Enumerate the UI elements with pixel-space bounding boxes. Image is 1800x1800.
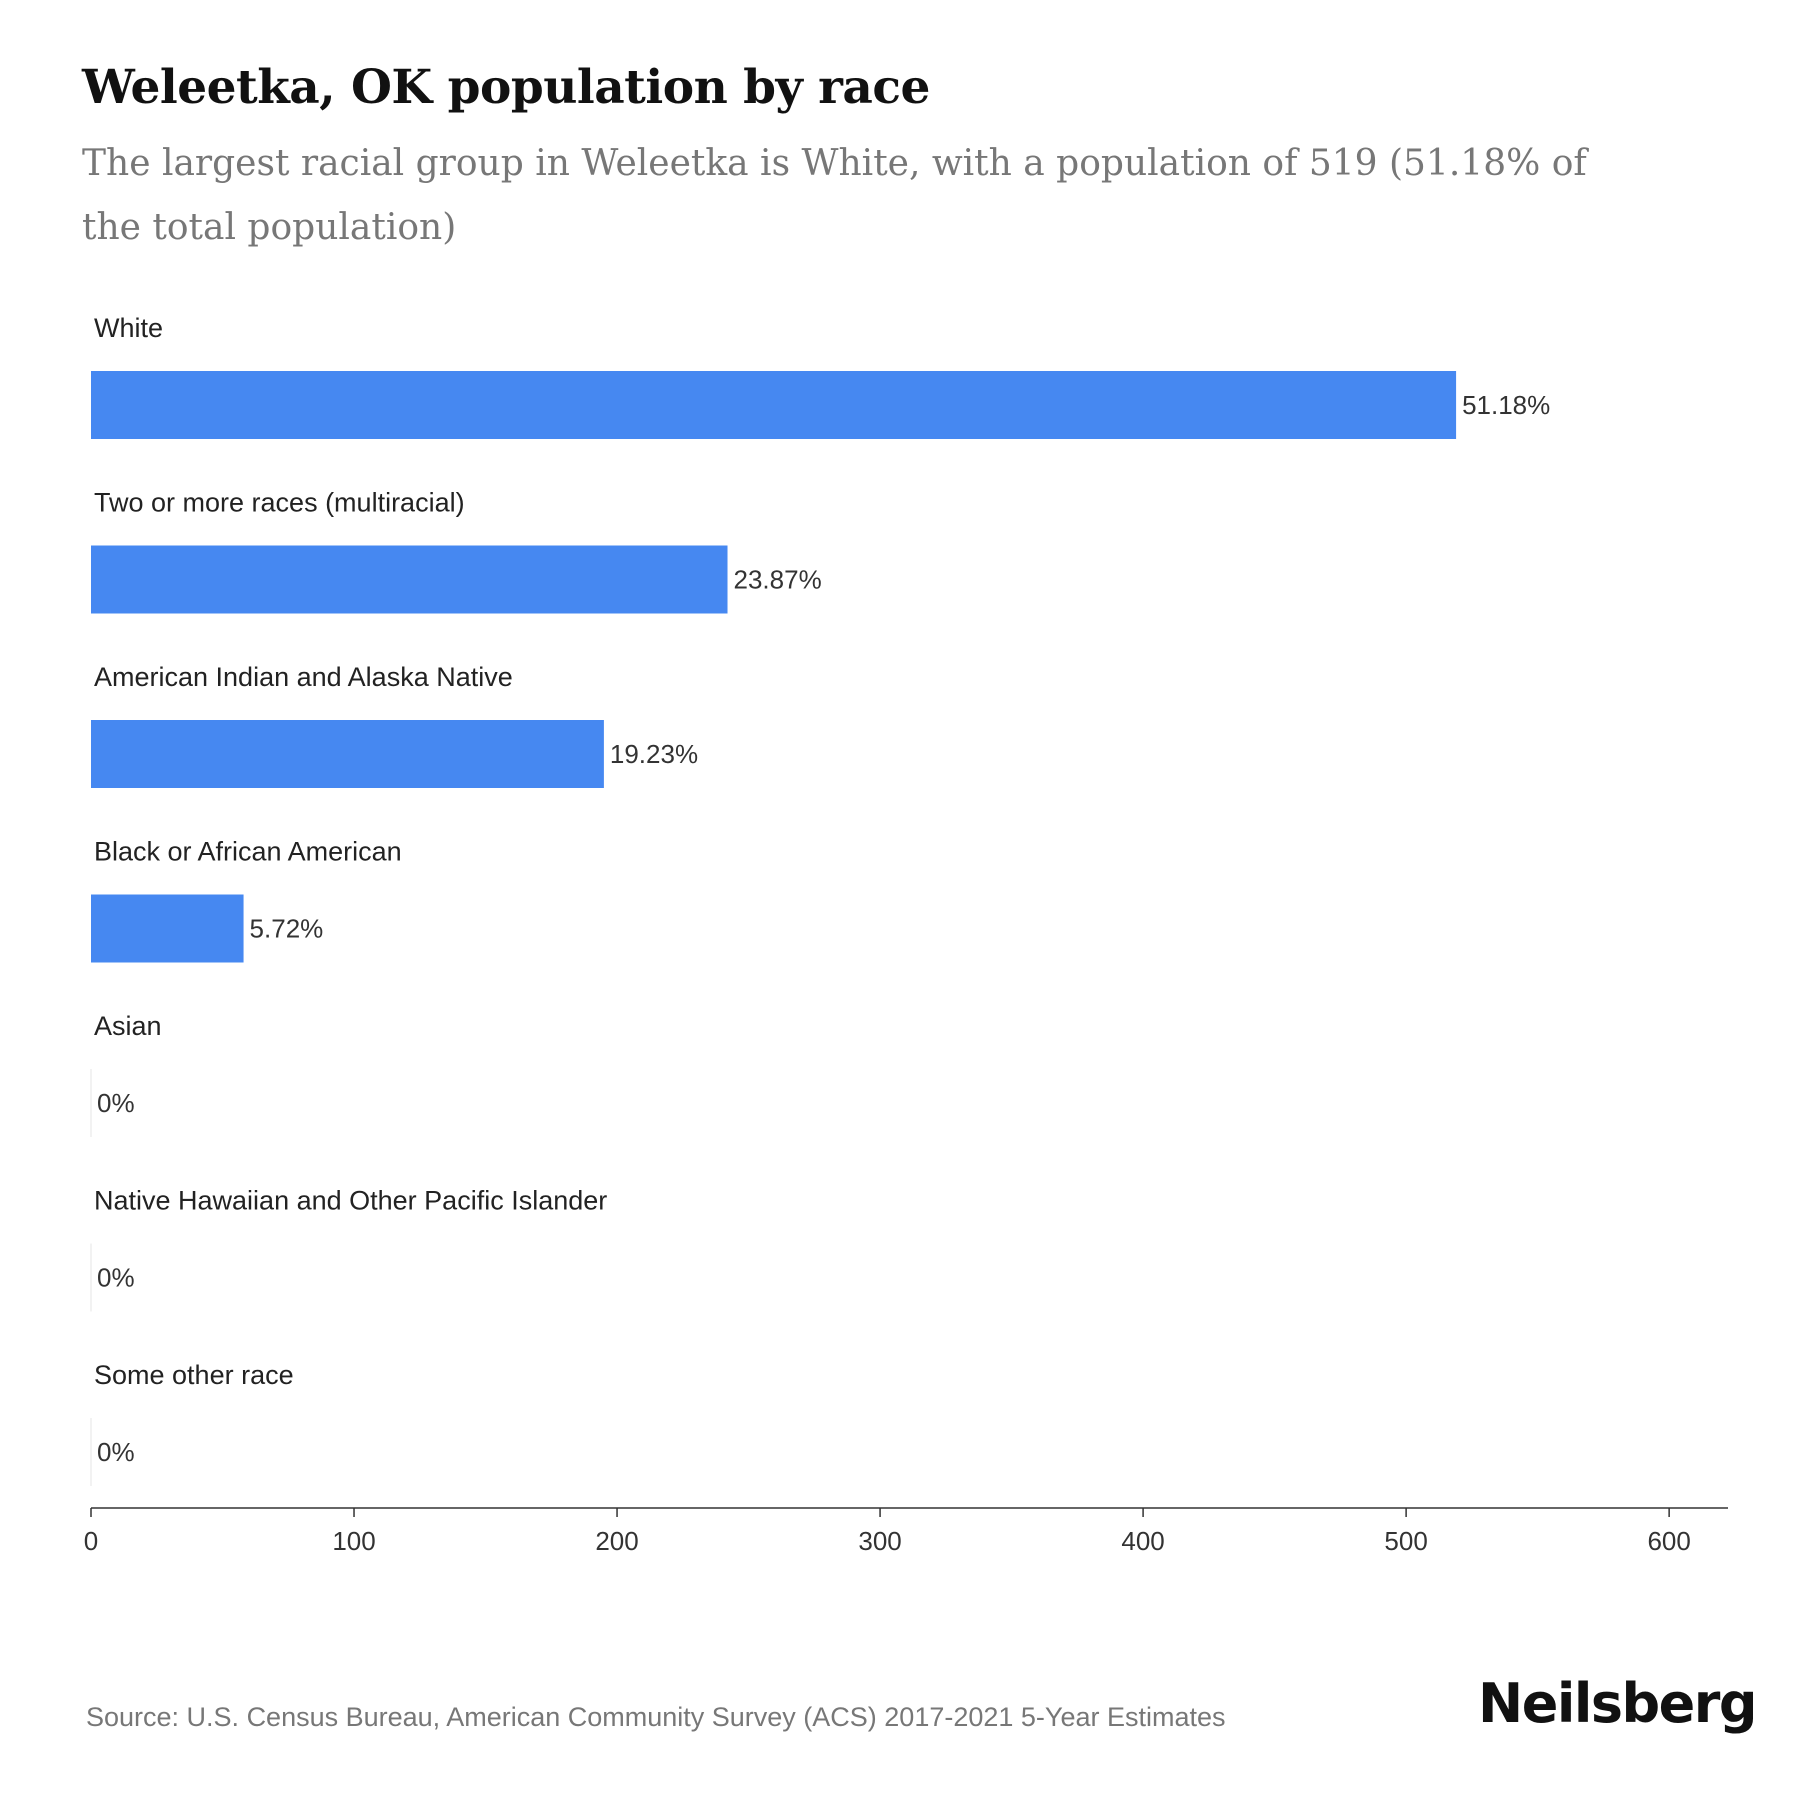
category-label: Black or African American	[94, 837, 402, 867]
source-note: Source: U.S. Census Bureau, American Com…	[86, 1702, 1226, 1732]
data-label: 51.18%	[1462, 390, 1550, 420]
category-label: American Indian and Alaska Native	[94, 662, 513, 692]
x-tick-label: 100	[332, 1526, 375, 1556]
bar	[91, 371, 1457, 439]
bar	[91, 545, 728, 614]
data-label: 0%	[97, 1088, 135, 1118]
x-tick-label: 600	[1647, 1526, 1690, 1556]
bar	[91, 894, 244, 963]
category-label: Native Hawaiian and Other Pacific Island…	[94, 1186, 607, 1216]
chart-subtitle: The largest racial group in Weleetka is …	[82, 143, 1587, 248]
category-label: Asian	[94, 1011, 162, 1041]
data-label: 5.72%	[250, 914, 324, 944]
category-label: Some other race	[94, 1360, 294, 1390]
data-label: 23.87%	[734, 565, 822, 595]
bar	[91, 720, 604, 788]
category-label: Two or more races (multiracial)	[94, 488, 465, 518]
data-label: 0%	[97, 1437, 135, 1467]
x-tick-label: 300	[858, 1526, 901, 1556]
data-label: 0%	[97, 1263, 135, 1293]
brand-logo: Neilsberg	[1478, 1672, 1758, 1735]
x-tick-label: 200	[595, 1526, 638, 1556]
x-tick-label: 500	[1384, 1526, 1427, 1556]
x-tick-label: 400	[1121, 1526, 1164, 1556]
chart-title: Weleetka, OK population by race	[82, 60, 930, 115]
data-label: 19.23%	[610, 739, 698, 769]
x-tick-label: 0	[84, 1526, 98, 1556]
category-label: White	[94, 313, 163, 343]
